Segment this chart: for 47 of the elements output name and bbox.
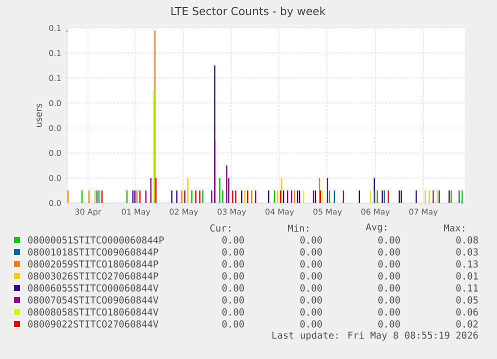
legend-label: 08002059STITCO18060844P xyxy=(28,260,158,268)
text: 0.00 xyxy=(300,284,322,292)
text: 0.00 xyxy=(378,260,400,268)
text: 0.00 xyxy=(378,248,400,256)
text: 0.00 xyxy=(300,296,322,304)
legend-label: 08003026STITCO27060844P xyxy=(28,272,158,280)
legend-label: 08001018STITCO09060844P xyxy=(28,248,158,256)
legend-label: 08008058STITCO18060844V xyxy=(28,308,158,316)
text: 0.11 xyxy=(456,284,478,292)
legend-label: 08007054STITCO09060844V xyxy=(28,296,158,304)
text: 0.00 xyxy=(222,320,244,328)
y-axis-title: users xyxy=(36,104,42,127)
text: Max: xyxy=(444,224,464,232)
text: 0.00 xyxy=(222,284,244,292)
text: Min: xyxy=(288,224,308,232)
text: 0.03 xyxy=(456,248,478,256)
legend-label: 08000051STITCO000060844P xyxy=(28,236,164,244)
text: 0.00 xyxy=(222,296,244,304)
legend-label: 08006055STITCO00060844V xyxy=(28,284,158,292)
text: 0.00 xyxy=(222,248,244,256)
text: 0.00 xyxy=(300,260,322,268)
text: 0.00 xyxy=(300,248,322,256)
text: 0.00 xyxy=(222,260,244,268)
text: 0.01 xyxy=(456,272,478,280)
text: 0.05 xyxy=(456,296,478,304)
text: 0.02 xyxy=(456,320,478,328)
text: Avg: xyxy=(366,224,386,232)
text: 0.00 xyxy=(300,272,322,280)
text: 0.00 xyxy=(300,236,322,244)
text: 0.13 xyxy=(456,260,478,268)
text: 0.00 xyxy=(378,284,400,292)
text: 0.00 xyxy=(222,272,244,280)
text: 0.00 xyxy=(378,272,400,280)
text: Cur: xyxy=(210,224,230,232)
legend-label: 08009022STITCO27060844V xyxy=(28,320,158,328)
text: 0.08 xyxy=(456,236,478,244)
text: 0.00 xyxy=(222,308,244,316)
text: 0.00 xyxy=(378,296,400,304)
text: Last update: Fri May 8 08:55:19 2026 xyxy=(272,331,478,341)
text: 0.00 xyxy=(300,320,322,328)
text: 0.00 xyxy=(378,236,400,244)
text: 0.00 xyxy=(378,308,400,316)
chart-title: LTE Sector Counts - by week xyxy=(171,6,326,18)
text: 0.00 xyxy=(378,320,400,328)
text: 0.06 xyxy=(456,308,478,316)
text: 0.00 xyxy=(300,308,322,316)
text: 0.00 xyxy=(222,236,244,244)
